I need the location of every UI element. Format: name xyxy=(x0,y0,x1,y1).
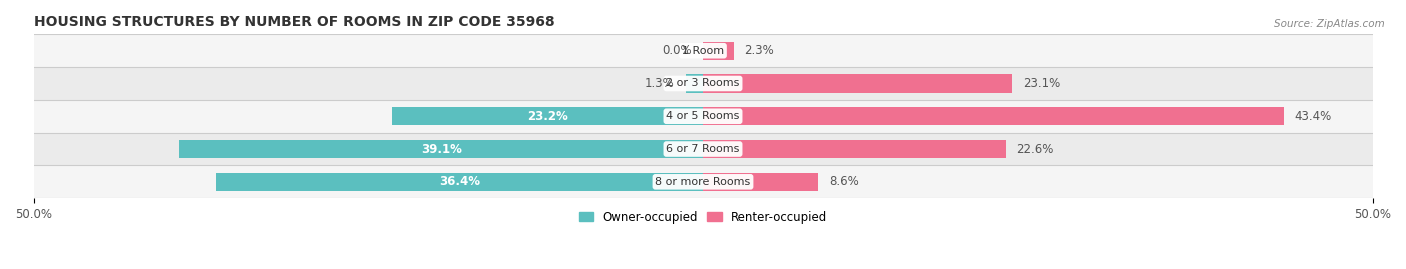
Bar xyxy=(686,75,703,93)
Bar xyxy=(703,42,734,60)
Text: 8.6%: 8.6% xyxy=(830,175,859,188)
Bar xyxy=(34,165,1372,198)
Text: Source: ZipAtlas.com: Source: ZipAtlas.com xyxy=(1274,19,1385,29)
Text: 6 or 7 Rooms: 6 or 7 Rooms xyxy=(666,144,740,154)
Bar xyxy=(703,140,1005,158)
Text: 2.3%: 2.3% xyxy=(745,44,775,57)
Text: 39.1%: 39.1% xyxy=(420,143,461,155)
Text: 1 Room: 1 Room xyxy=(682,46,724,56)
Text: 43.4%: 43.4% xyxy=(1295,110,1331,123)
Text: 36.4%: 36.4% xyxy=(439,175,479,188)
Bar xyxy=(703,107,1284,125)
Text: HOUSING STRUCTURES BY NUMBER OF ROOMS IN ZIP CODE 35968: HOUSING STRUCTURES BY NUMBER OF ROOMS IN… xyxy=(34,15,554,29)
Text: 22.6%: 22.6% xyxy=(1017,143,1053,155)
Bar xyxy=(34,133,1372,165)
Text: 1.3%: 1.3% xyxy=(645,77,675,90)
Bar xyxy=(392,107,703,125)
Text: 0.0%: 0.0% xyxy=(662,44,692,57)
Text: 4 or 5 Rooms: 4 or 5 Rooms xyxy=(666,111,740,121)
Bar xyxy=(180,140,703,158)
Bar xyxy=(34,34,1372,67)
Bar xyxy=(703,173,818,191)
Bar xyxy=(703,75,1012,93)
Legend: Owner-occupied, Renter-occupied: Owner-occupied, Renter-occupied xyxy=(574,206,832,228)
Text: 23.1%: 23.1% xyxy=(1024,77,1060,90)
Bar xyxy=(34,100,1372,133)
Bar xyxy=(34,67,1372,100)
Text: 23.2%: 23.2% xyxy=(527,110,568,123)
Bar xyxy=(215,173,703,191)
Text: 8 or more Rooms: 8 or more Rooms xyxy=(655,177,751,187)
Text: 2 or 3 Rooms: 2 or 3 Rooms xyxy=(666,79,740,89)
